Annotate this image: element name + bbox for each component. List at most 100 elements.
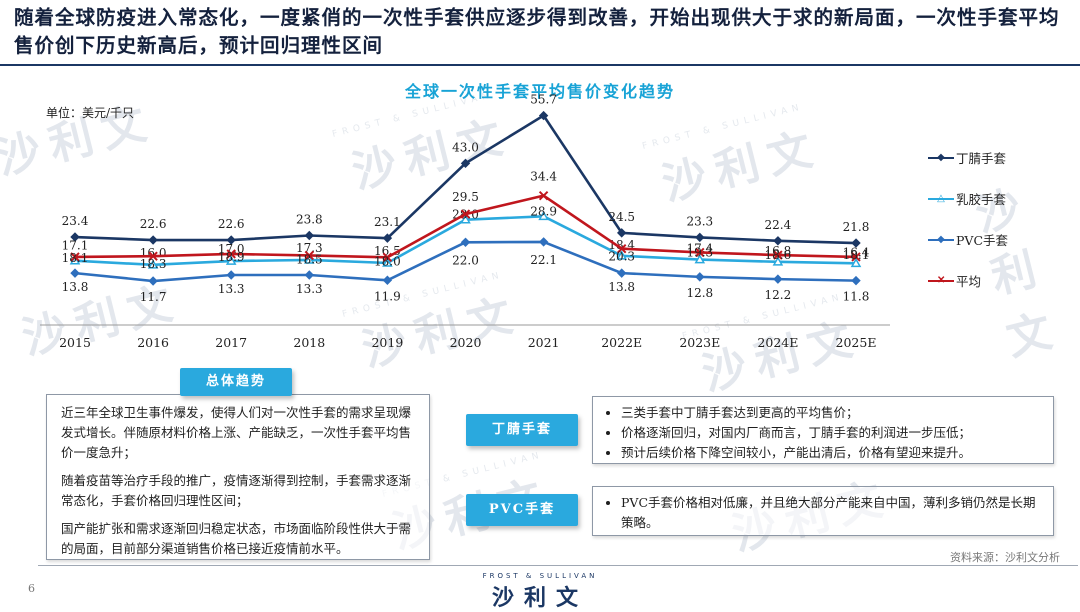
data-point [772,256,784,266]
data-point [616,228,627,238]
data-point [304,230,315,241]
data-label: 11.7 [140,290,167,304]
data-label: 17.0 [218,242,245,256]
data-label: 11.9 [374,289,401,303]
legend-swatch [928,280,954,282]
legend-marker-icon: ✕ [937,275,946,286]
x-tick-label: 2020 [450,335,482,350]
nitrile-bullet: 价格逐渐回归，对国内厂商而言，丁腈手套的利润进一步压低； [621,423,1043,443]
legend-item: ✕ 平均 [928,271,1068,291]
legend-swatch [928,239,954,241]
x-tick-label: 2018 [293,335,325,350]
x-tick-label: 2024E [757,335,798,350]
data-point [226,270,236,280]
footer-logo: 沙利文 [491,586,588,611]
x-tick-label: 2022E [601,335,642,350]
data-label: 12.8 [686,286,713,300]
footer-divider [38,565,1078,566]
data-label: 18.9 [218,250,245,264]
legend-label: 平均 [956,274,982,289]
legend-swatch [928,157,954,159]
data-point [773,250,783,260]
data-point [538,110,549,121]
x-tick-label: 2025E [836,335,877,350]
nitrile-title: 丁腈手套 [466,414,578,446]
data-label: 23.4 [62,214,89,228]
summary-paragraph: 近三年全球卫生事件爆发，使得人们对一次性手套的需求呈现爆发式增长。伴随原材料价格… [61,405,412,460]
pvc-panel: PVC手套价格相对低廉，并且绝大部分产能来自中国，薄利多销仍然是长期策略。 [592,486,1054,536]
data-point [695,232,705,243]
legend-item: ◆ 丁腈手套 [928,148,1068,168]
data-point [382,252,393,263]
data-point [460,158,471,169]
source-note: 资料来源：沙利文分析 [950,551,1060,564]
x-tick-label: 2016 [137,335,169,350]
data-point [538,210,549,221]
unit-label: 单位：美元/千只 [46,106,135,120]
data-point [460,214,471,224]
data-label: 24.5 [608,210,635,224]
data-label: 18.3 [140,257,167,271]
data-label: 13.8 [608,280,635,294]
data-point [851,238,861,248]
data-label: 13.8 [62,280,89,294]
data-label: 18.0 [374,254,401,268]
x-tick-label: 2021 [528,335,560,350]
data-point [538,237,549,247]
data-point [148,235,158,245]
data-label: 22.0 [452,253,479,267]
data-label: 22.1 [530,253,557,267]
x-tick-label: 2015 [59,335,91,350]
data-label: 23.8 [296,213,323,227]
data-point [616,243,627,254]
data-label: 22.4 [765,218,792,232]
data-point [70,232,80,242]
legend-label: 丁腈手套 [956,151,1007,166]
data-label: 23.1 [374,215,401,229]
legend-item: ◆ PVC手套 [928,230,1068,250]
data-label: 17.3 [296,241,323,255]
data-point [382,275,393,285]
pvc-bullet: PVC手套价格相对低廉，并且绝大部分产能来自中国，薄利多销仍然是长期策略。 [621,493,1043,533]
data-point [851,275,861,286]
pvc-title: PVC手套 [466,494,578,526]
nitrile-bullet: 三类手套中丁腈手套达到更高的平均售价； [621,403,1043,423]
x-tick-label: 2023E [679,335,720,350]
data-point [616,268,627,278]
chart-title: 全球一次性手套平均售价变化趋势 [404,82,675,101]
data-point [226,249,236,259]
x-tick-label: 2017 [215,335,247,350]
nitrile-bullet: 预计后续价格下降空间较小，产能出清后，价格有望迎来提升。 [621,443,1043,463]
page-number: 6 [28,582,35,595]
data-point [616,250,627,260]
legend-label: PVC手套 [956,233,1009,248]
data-point [147,259,159,269]
data-point [148,276,158,286]
summary-title: 总体趋势 [180,368,292,396]
summary-panel: 近三年全球卫生事件爆发，使得人们对一次性手套的需求呈现爆发式增长。伴随原材料价格… [46,394,430,560]
data-label: 34.4 [530,170,557,184]
data-label: 17.1 [62,239,89,253]
series-line-0 [74,113,857,245]
data-label: 28.9 [530,204,557,218]
data-point [70,268,80,278]
data-label: 55.7 [530,93,557,107]
x-tick-label: 2019 [371,335,403,350]
line-chart: 2015 2016 2017 2018 2019 2020 2021 2022E 2023E 20… [40,93,890,350]
data-label: 18.5 [296,252,323,266]
legend-marker-icon: ◆ [937,234,945,245]
footer-logo-subtitle: FROST & SULLIVAN [482,572,598,580]
data-label: 19.3 [686,245,713,259]
data-point [382,257,393,267]
data-label: 12.2 [765,288,792,302]
data-label: 22.6 [140,217,167,231]
data-point [304,270,315,280]
legend-marker-icon: ◆ [937,152,945,163]
data-label: 22.6 [218,217,245,231]
data-point [851,252,861,262]
data-point [460,237,471,247]
data-label: 20.3 [608,250,635,264]
data-point [850,257,862,268]
data-point [538,190,549,201]
data-point [225,255,237,265]
